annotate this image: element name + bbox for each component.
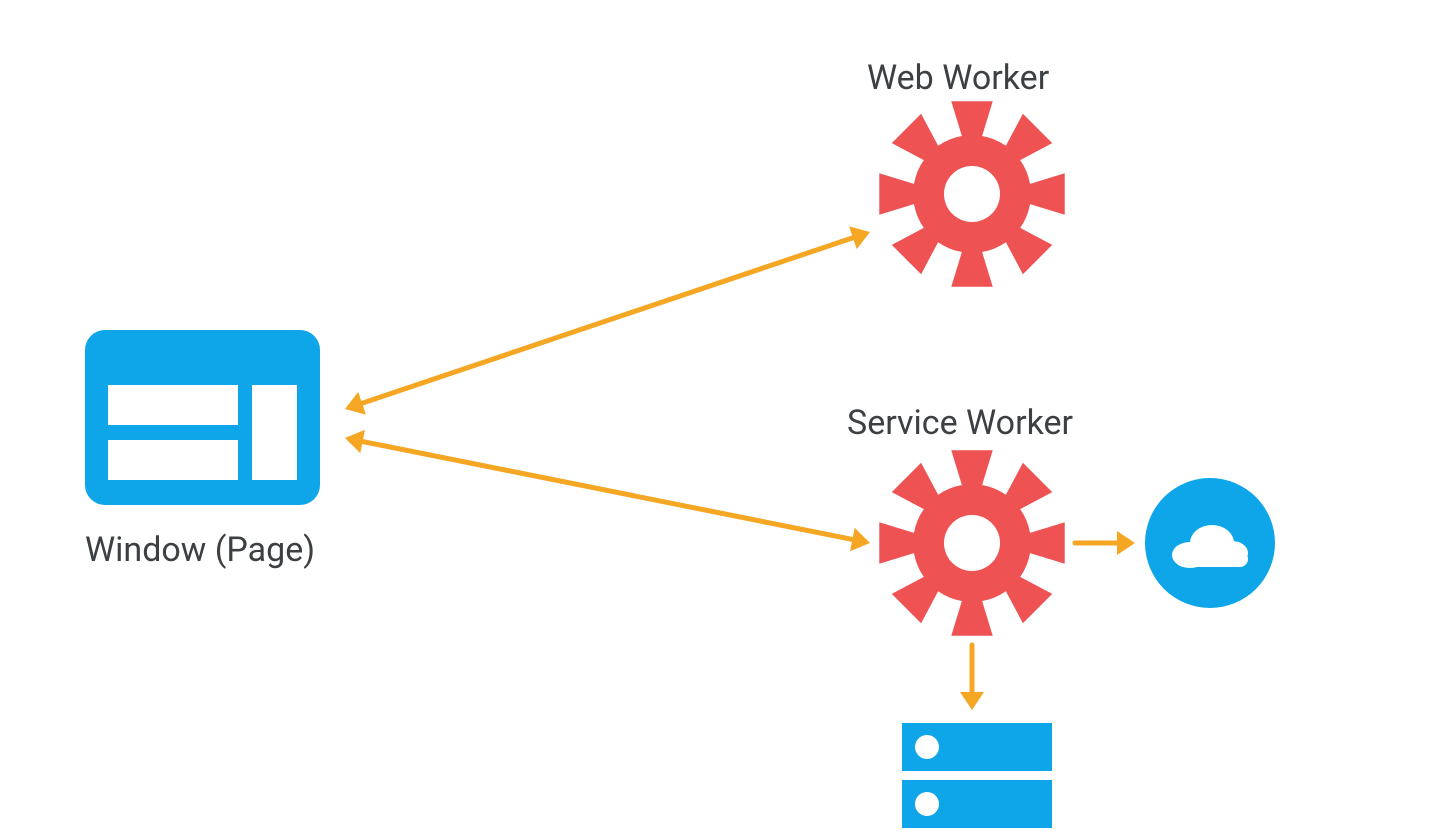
serviceworker-to-storage (960, 645, 984, 710)
window-icon (85, 330, 320, 505)
serviceworker-to-cloud (1075, 531, 1135, 555)
service-worker-label: Service Worker (847, 403, 1073, 443)
web-worker-gear-icon (879, 101, 1064, 286)
window-to-webworker (345, 226, 870, 414)
service-worker-gear-icon (879, 450, 1064, 635)
window-label: Window (Page) (85, 530, 315, 570)
diagram-canvas: Window (Page) Web Worker Service Worker (0, 0, 1456, 836)
web-worker-label: Web Worker (867, 58, 1049, 98)
storage-icon (902, 723, 1052, 828)
cloud-icon (1145, 478, 1275, 608)
diagram-svg (0, 0, 1456, 836)
window-to-serviceworker (345, 430, 870, 551)
